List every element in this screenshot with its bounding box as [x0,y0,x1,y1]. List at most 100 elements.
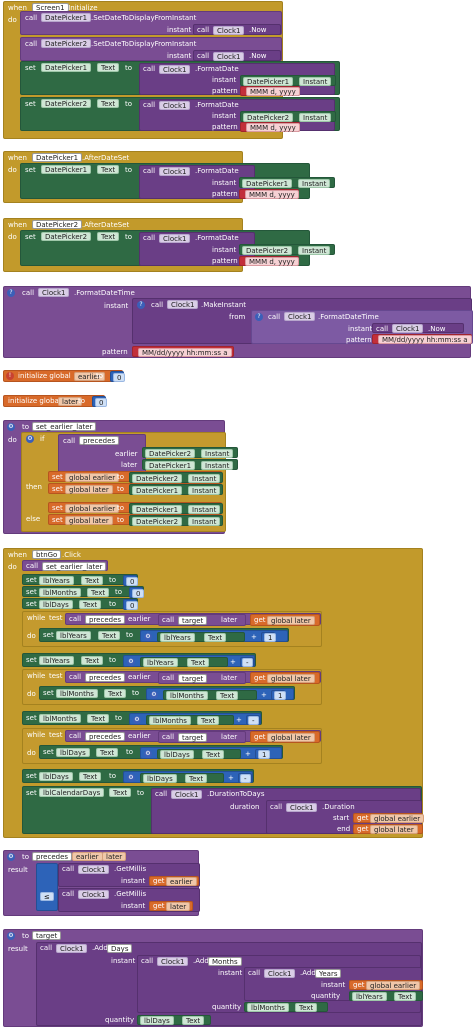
get-millis-call-1[interactable]: call Clock1 .GetMillis instant get earli… [58,863,200,887]
param-later[interactable]: later [102,852,127,861]
help-icon[interactable]: ? [7,289,15,297]
property-dropdown[interactable]: Text [187,658,210,667]
get-global-later[interactable]: get global later [353,824,423,834]
variable-dropdown[interactable]: global earlier [65,504,120,513]
lblyears-text-getter[interactable]: lblYears Text [349,991,423,1001]
unit-dropdown[interactable]: Days [107,944,133,953]
lblmonths-text-getter[interactable]: lblMonths Text [163,690,257,700]
property-dropdown[interactable]: Text [97,165,120,174]
property-dropdown[interactable]: Text [202,750,225,759]
property-dropdown[interactable]: Text [104,689,127,698]
component-dropdown[interactable]: DatePicker1 [41,13,92,22]
property-dropdown[interactable]: Instant [298,246,331,255]
variable-dropdown[interactable]: global earlier [65,473,120,482]
duration-to-days-call[interactable]: call Clock1 .DurationToDays duration cal… [151,788,425,834]
lbldays-text-getter[interactable]: lblDays Text [137,1015,211,1025]
settings-icon[interactable]: ⚙ [133,716,141,724]
number-value[interactable]: 1 [274,691,287,700]
while-loop-months[interactable]: while test call precedes earlier call ta… [22,669,322,705]
property-dropdown[interactable]: Text [394,992,417,1001]
property-dropdown[interactable]: Text [81,656,104,665]
pattern-string[interactable]: MM/dd/yyyy hh:mm:ss a [132,346,234,357]
format-date-call[interactable]: call Clock1 .FormatDate instant DatePick… [139,63,336,96]
component-dropdown[interactable]: DatePicker2 [41,39,92,48]
component-dropdown[interactable]: lblCalendarDays [39,788,105,797]
component-dropdown[interactable]: lblYears [160,633,195,642]
add-block[interactable]: ⚙ lblMonths Text + - [129,713,261,725]
add-months-call[interactable]: call Clock1 .Add Months instant call Clo… [137,955,423,1013]
unit-dropdown[interactable]: Years [315,969,342,978]
variable-dropdown[interactable]: global earlier [370,814,425,823]
add-block[interactable]: ⚙ lblYears Text + 1 [140,630,288,642]
set-lbldays-text-zero[interactable]: set lblDays Text to 0 [22,598,139,610]
property-dropdown[interactable]: Text [87,714,110,723]
datepicker2-instant-getter[interactable]: DatePicker2 Instant [129,472,223,483]
component-dropdown[interactable]: lblYears [56,631,91,640]
component-dropdown[interactable]: DatePicker2 [32,220,83,229]
property-dropdown[interactable]: Instant [201,449,234,458]
component-dropdown[interactable]: DatePicker2 [132,517,183,526]
target-procedure-block[interactable]: ⚙ to target result call Clock1 .Add Days… [3,929,423,1027]
get-global-later[interactable]: get global later [250,731,320,743]
lblmonths-text-getter[interactable]: lblMonths Text [146,715,234,725]
pattern-string[interactable]: MMM d, yyyy [240,122,300,132]
clock-now-call[interactable]: call Clock1 .Now [193,50,281,61]
while-loop-years[interactable]: while test call precedes earlier call ta… [22,611,322,647]
pattern-text[interactable]: MMM d, yyyy [245,257,299,266]
pattern-text[interactable]: MM/dd/yyyy hh:mm:ss a [378,335,472,344]
component-dropdown[interactable]: DatePicker1 [132,486,183,495]
format-date-call[interactable]: call Clock1 .FormatDate instant pattern [139,232,255,266]
get-global-later[interactable]: get global later [250,614,320,626]
number-value[interactable]: 0 [132,589,145,598]
compare-block[interactable]: ≤ [36,863,58,911]
get-earlier[interactable]: get earlier [149,876,199,886]
clock-dropdown[interactable]: Clock1 [78,865,110,874]
initialize-global-later-block[interactable]: initialize global later to 0 [3,395,108,407]
variable-dropdown[interactable]: global later [267,674,315,683]
add-block[interactable]: ⚙ lblDays Text + - [123,771,253,783]
target-call[interactable]: call target later [158,731,246,743]
procedure-dropdown[interactable]: target [178,733,208,742]
lbldays-text-getter[interactable]: lblDays Text [157,749,241,759]
component-dropdown[interactable]: DatePicker1 [41,63,92,72]
property-dropdown[interactable]: Text [216,691,239,700]
number-block[interactable]: - [246,715,260,725]
datepicker2-instant-getter[interactable]: DatePicker2 Instant [129,515,223,526]
set-lblyears-increment[interactable]: set lblYears Text to ⚙ lblYears Text + 1 [39,628,289,642]
clock-dropdown[interactable]: Clock1 [213,26,245,35]
component-dropdown[interactable]: lblYears [352,992,387,1001]
lblyears-text-getter[interactable]: lblYears Text [140,657,228,667]
number-block[interactable]: 0 [129,587,145,598]
component-dropdown[interactable]: DatePicker1 [243,77,294,86]
procedure-dropdown[interactable]: precedes [85,673,126,682]
clock-dropdown[interactable]: Clock1 [171,790,203,799]
unit-dropdown[interactable]: Months [208,957,242,966]
component-dropdown[interactable]: lblYears [39,656,74,665]
variable-dropdown[interactable]: global later [65,485,113,494]
pattern-string[interactable]: MMM d, yyyy [240,86,300,96]
variable-dropdown[interactable]: earlier [166,877,197,886]
pattern-string[interactable]: MMM d, yyyy [239,256,299,266]
screen-initialize-event-block[interactable]: when Screen1 .Initialize do call DatePic… [3,1,340,139]
component-dropdown[interactable]: lblMonths [149,716,191,725]
property-dropdown[interactable]: Instant [299,113,332,122]
comparison-operator[interactable]: ≤ [40,892,54,901]
datepicker1-instant-getter[interactable]: DatePicker1 Instant [129,484,223,495]
property-dropdown[interactable]: Instant [188,517,221,526]
initialize-global-earlier-block[interactable]: ! initialize global earlier to 0 [3,370,126,382]
property-dropdown[interactable]: Instant [188,486,221,495]
number-block[interactable]: 1 [261,632,277,642]
set-datepicker2-text[interactable]: set DatePicker2 Text to call Clock1 .For… [20,97,340,132]
datepicker1-afterdateset-event-block[interactable]: when DatePicker1 .AfterDateSet do set Da… [3,151,335,203]
settings-icon[interactable]: ⚙ [144,633,152,641]
variable-dropdown[interactable]: global later [370,825,418,834]
number-block[interactable]: 0 [123,575,139,586]
variable-name-field[interactable]: earlier [74,372,105,381]
component-dropdown[interactable]: DatePicker1 [32,153,83,162]
variable-dropdown[interactable]: global later [267,616,315,625]
datepicker1-instant-getter[interactable]: DatePicker1 Instant [142,459,238,470]
variable-dropdown[interactable]: later [166,902,191,911]
settings-icon[interactable]: ⚙ [7,932,15,940]
clock-dropdown[interactable]: Clock1 [213,52,245,61]
lbldays-text-getter[interactable]: lblDays Text [140,773,224,783]
